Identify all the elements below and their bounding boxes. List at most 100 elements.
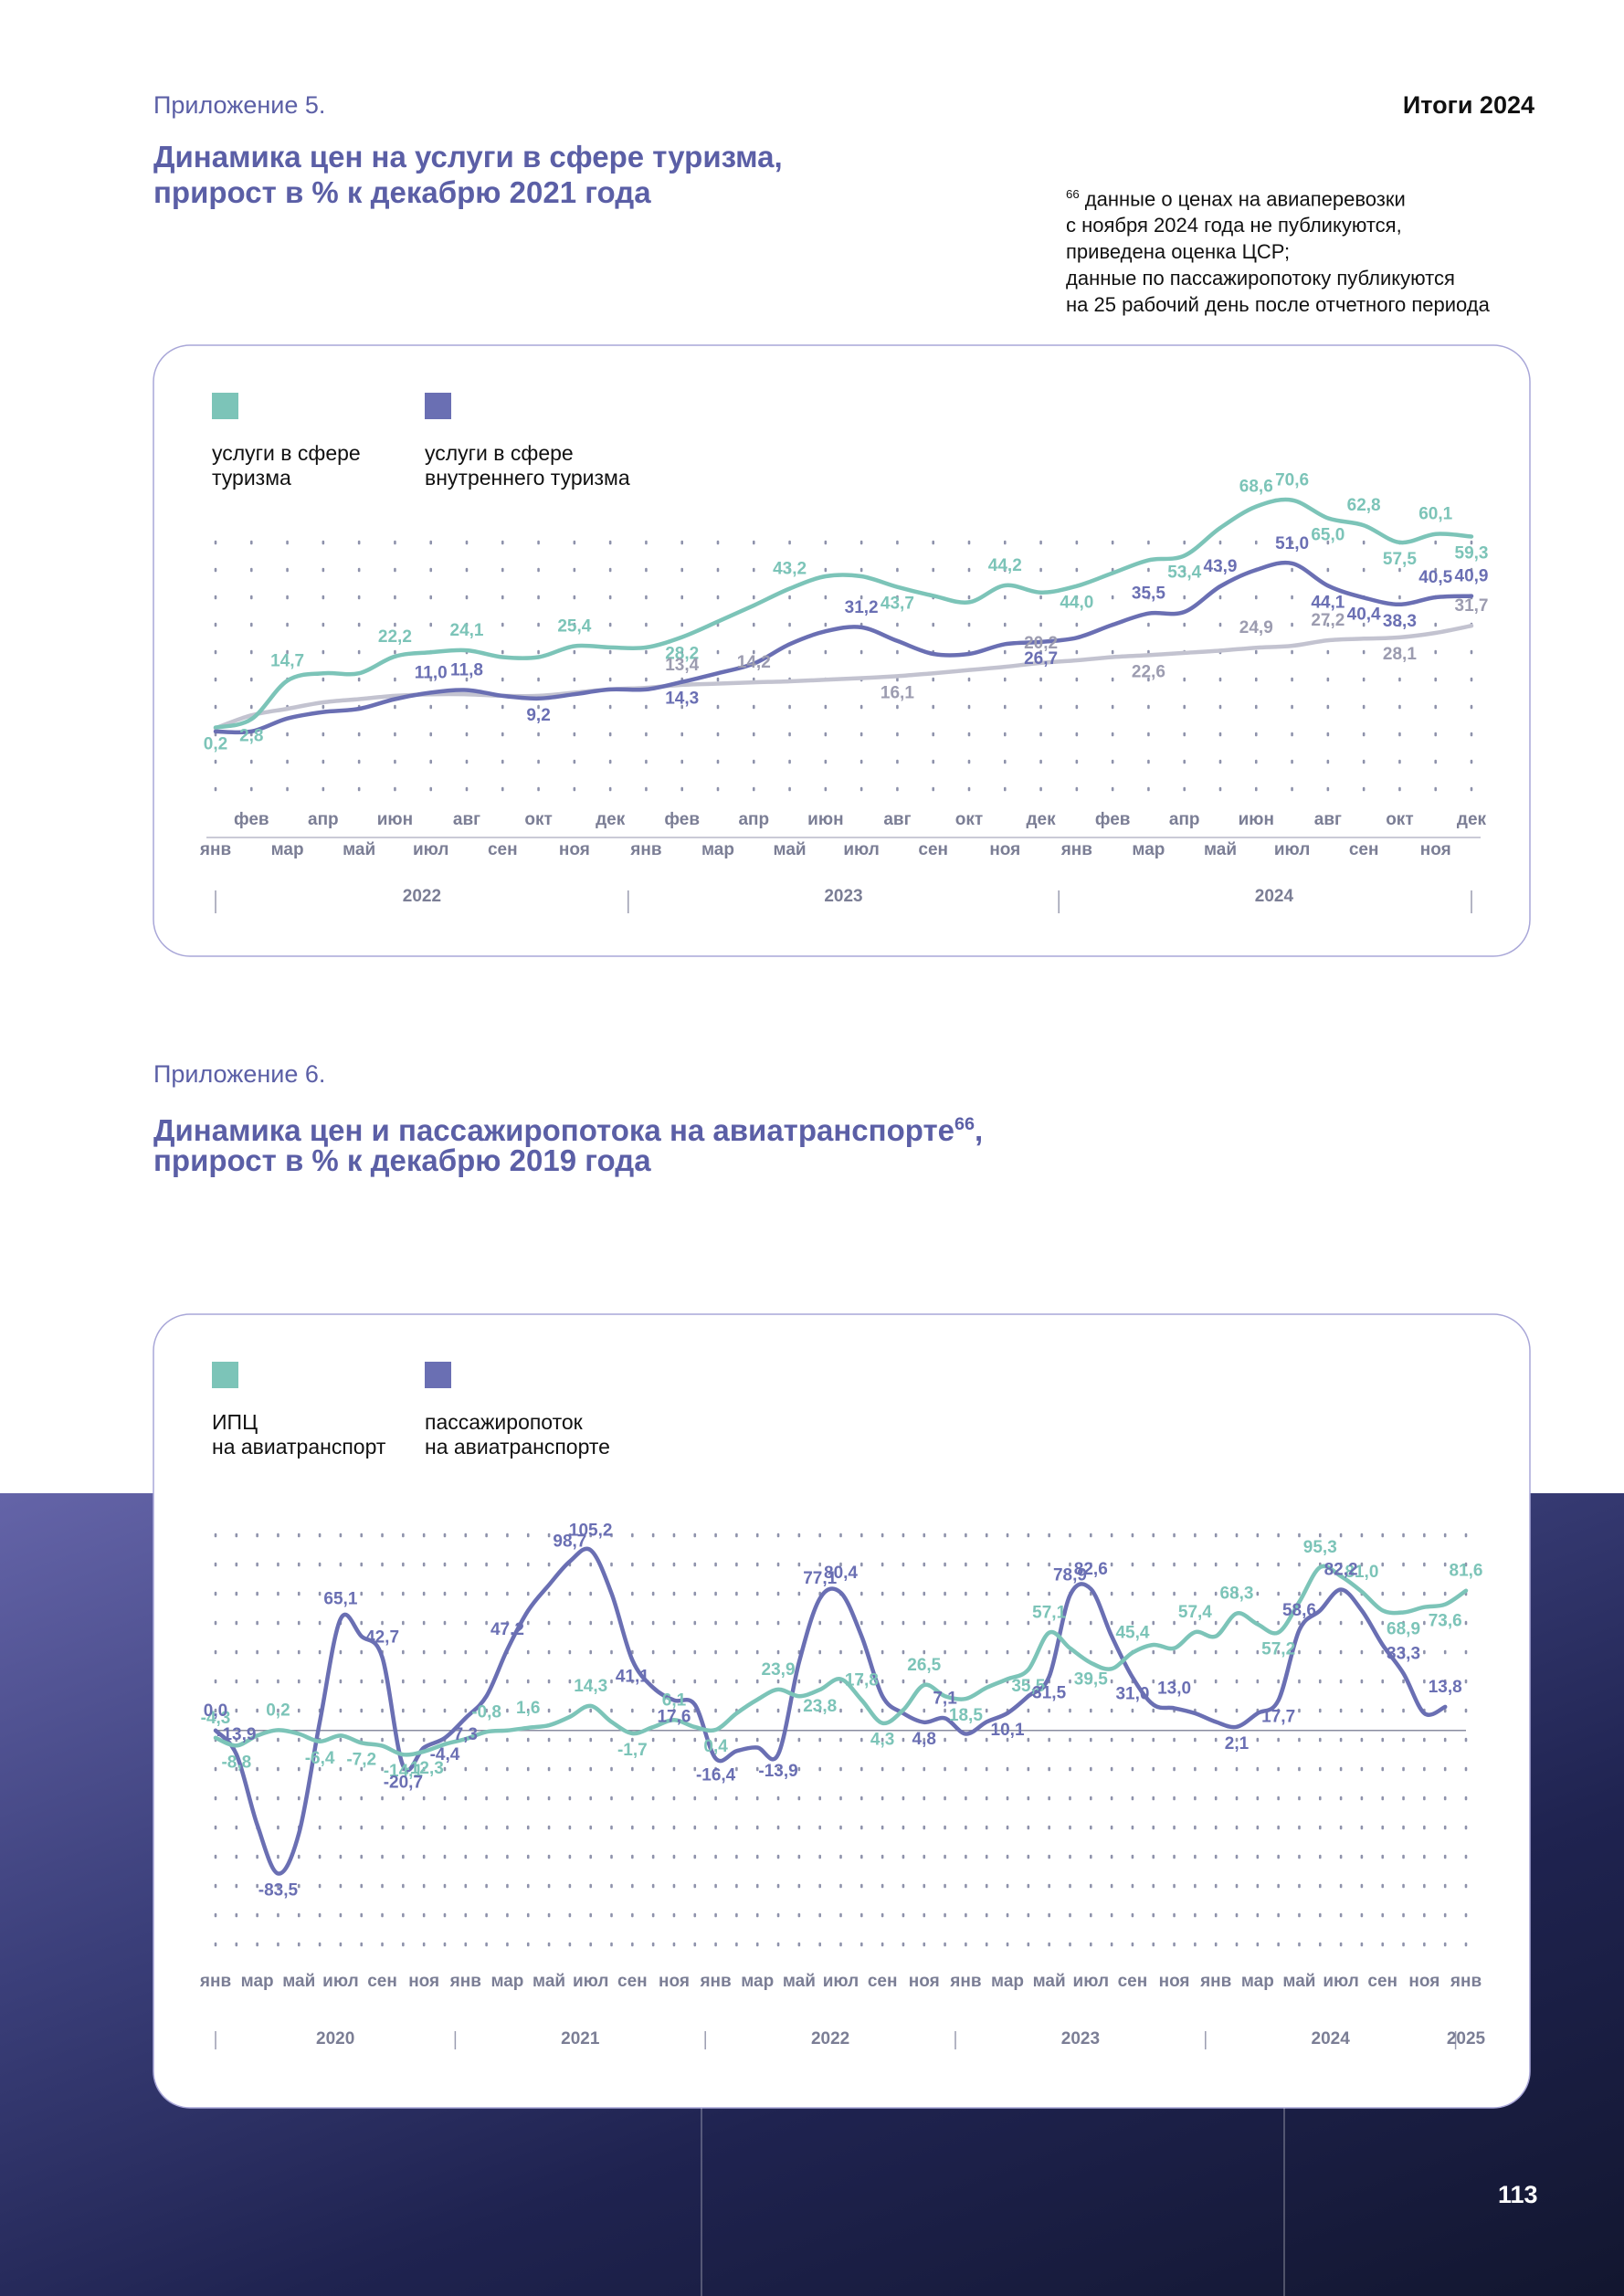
x-tick-label: июл	[1323, 1972, 1359, 1991]
series-line	[213, 560, 1474, 735]
footnote-line: с ноября 2024 года не публикуются,	[1066, 214, 1402, 237]
x-tick-label: апр	[738, 810, 769, 829]
value-label: 11,8	[450, 661, 483, 680]
value-label: -16,4	[696, 1766, 736, 1785]
value-label: 31,0	[1115, 1685, 1149, 1704]
value-label: 0,2	[266, 1701, 290, 1720]
x-tick-label: сен	[1118, 1972, 1148, 1991]
value-label: 14,2	[737, 653, 771, 672]
x-tick-label: мар	[1241, 1972, 1274, 1991]
value-label: 68,3	[1220, 1585, 1254, 1604]
value-label: 11,0	[415, 663, 448, 682]
x-tick-label: июл	[1274, 840, 1311, 859]
appendix-label: Приложение 5.	[153, 91, 326, 119]
value-label: 105,2	[569, 1521, 613, 1540]
value-label: 77,1	[803, 1569, 837, 1588]
x-tick-label: авг	[453, 810, 480, 829]
value-label: 41,1	[616, 1668, 649, 1687]
value-label: -8,8	[221, 1753, 251, 1772]
x-tick-label: сен	[918, 840, 948, 859]
value-label: 81,6	[1450, 1562, 1483, 1581]
value-label: 25,4	[557, 616, 591, 636]
value-label: 10,1	[991, 1721, 1025, 1740]
value-label: -14,1	[384, 1762, 424, 1781]
value-label: 42,7	[365, 1628, 399, 1648]
footnote-marker: 66	[1066, 187, 1080, 201]
footnote: 66 данные о ценах на авиаперевозки с ноя…	[1066, 181, 1490, 318]
x-tick-label: янв	[949, 1972, 981, 1991]
year-label: 2022	[811, 2029, 849, 2048]
x-tick-label: мар	[271, 840, 304, 859]
x-tick-label: сен	[1367, 1972, 1397, 1991]
value-label: -13,9	[216, 1725, 256, 1744]
value-label: -1,7	[617, 1741, 648, 1760]
value-label: 7,1	[933, 1689, 957, 1708]
value-label: 82,2	[1324, 1561, 1358, 1580]
value-label: -20,7	[384, 1774, 423, 1793]
value-label: -12,3	[405, 1759, 444, 1778]
value-label: 68,9	[1387, 1619, 1420, 1638]
value-label: 59,3	[1455, 544, 1489, 563]
value-label: 81,0	[1345, 1563, 1378, 1582]
x-tick-label: ноя	[559, 840, 590, 859]
x-tick-label: май	[783, 1972, 816, 1991]
chart-subtitle: прирост в % к декабрю 2021 года	[153, 175, 651, 209]
x-tick-label: ноя	[659, 1972, 690, 1991]
x-tick-label: мар	[991, 1972, 1024, 1991]
chart-subtitle: прирост в % к декабрю 2019 года	[153, 1143, 651, 1177]
value-label: 23,8	[803, 1697, 837, 1716]
series-line	[213, 1564, 1469, 1757]
page-number: 113	[1498, 2181, 1538, 2208]
value-label: 35,5	[1011, 1677, 1045, 1696]
legend-swatch	[425, 393, 451, 419]
x-tick-label: фев	[664, 810, 700, 829]
value-label: 0,4	[703, 1737, 728, 1756]
value-label: 60,1	[1418, 505, 1452, 524]
value-label: 13,4	[665, 656, 699, 675]
year-label: 2024	[1255, 887, 1294, 906]
value-label: 9,2	[526, 706, 550, 725]
x-tick-label: окт	[1386, 810, 1413, 829]
x-tick-label: янв	[1199, 1972, 1231, 1991]
value-label: 35,5	[1132, 585, 1165, 604]
value-label: 40,4	[1347, 605, 1381, 624]
x-tick-label: май	[343, 840, 375, 859]
series-line	[213, 1546, 1448, 1876]
value-label: 40,9	[1455, 567, 1489, 586]
value-label: 40,5	[1418, 568, 1452, 587]
value-label: 65,1	[323, 1590, 357, 1609]
value-label: 73,6	[1429, 1612, 1462, 1631]
value-label: 78,9	[1053, 1566, 1087, 1585]
x-tick-label: фев	[234, 810, 269, 829]
value-label: 31,5	[1032, 1684, 1066, 1703]
value-label: -4,4	[430, 1745, 460, 1764]
value-label: 39,5	[1074, 1670, 1108, 1690]
value-label: 51,0	[1275, 534, 1309, 553]
x-tick-label: ноя	[1159, 1972, 1190, 1991]
value-label: 45,4	[1115, 1624, 1149, 1643]
value-label: 28,1	[1383, 645, 1417, 664]
year-label: 2025	[1447, 2029, 1486, 2048]
value-label: 53,4	[1167, 563, 1201, 582]
value-label: 23,9	[762, 1660, 796, 1680]
x-tick-label: ноя	[989, 840, 1020, 859]
value-label: 22,2	[378, 627, 412, 647]
x-tick-label: мар	[1132, 840, 1165, 859]
value-label: 14,3	[665, 690, 699, 709]
value-label: 7,3	[454, 1725, 478, 1744]
value-label: 43,2	[773, 559, 807, 578]
title-text: Динамика цен и пассажиропотока на авиатр…	[153, 1113, 954, 1147]
value-label: 27,2	[1311, 611, 1345, 630]
value-label: 6,1	[662, 1690, 687, 1710]
x-tick-label: май	[1033, 1972, 1066, 1991]
x-tick-label: сен	[617, 1972, 648, 1991]
value-label: 18,5	[949, 1706, 983, 1725]
value-label: 31,2	[845, 598, 879, 617]
appendix-label: Приложение 6.	[153, 1060, 326, 1088]
value-label: -4,3	[201, 1709, 231, 1728]
series-line	[213, 497, 1474, 730]
x-tick-label: сен	[1349, 840, 1379, 859]
value-label: 57,2	[1261, 1639, 1295, 1659]
x-tick-label: июл	[1073, 1972, 1110, 1991]
year-label: 2024	[1312, 2029, 1351, 2048]
